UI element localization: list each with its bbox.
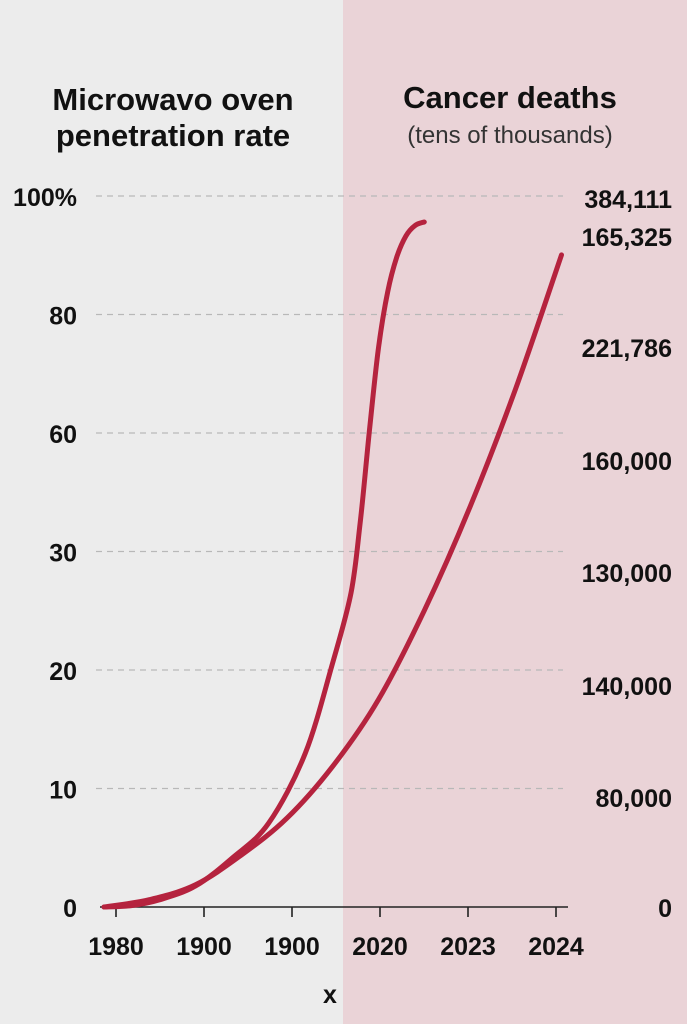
x-tick-label: 2024 — [528, 933, 584, 961]
right-y-tick-label: 0 — [658, 895, 672, 923]
right-y-tick-label: 384,111 — [584, 186, 672, 214]
left-y-tick-label: 10 — [49, 777, 77, 805]
right-panel-background — [343, 0, 687, 1024]
x-axis-ticks: 1980 1900 1900 2020 2023 2024 — [88, 907, 584, 961]
left-title-line-2: penetration rate — [56, 118, 290, 153]
right-y-tick-label: 80,000 — [596, 785, 672, 813]
left-y-axis-ticks: 100% 80 60 30 20 10 0 — [13, 184, 77, 923]
left-y-tick-label: 30 — [49, 540, 77, 568]
right-y-tick-label: 130,000 — [582, 560, 672, 588]
x-tick-label: 2020 — [352, 933, 408, 961]
x-tick-label: 1900 — [176, 933, 232, 961]
left-panel-background — [0, 0, 343, 1024]
series-lines — [101, 219, 564, 910]
right-y-tick-label: 140,000 — [582, 673, 672, 701]
x-tick-label: 1980 — [88, 933, 144, 961]
left-y-tick-label: 60 — [49, 421, 77, 449]
left-y-tick-label: 80 — [49, 303, 77, 331]
right-y-tick-label: 165,325 — [582, 224, 672, 252]
left-y-tick-label: 100% — [13, 184, 77, 212]
right-title: Cancer deaths — [403, 80, 617, 115]
right-subtitle: (tens of thousands) — [407, 122, 612, 149]
x-axis-label: x — [323, 981, 337, 1009]
left-title-line-1: Microwavo oven — [52, 82, 293, 117]
x-tick-label: 1900 — [264, 933, 320, 961]
x-tick-label: 2023 — [440, 933, 496, 961]
right-y-tick-label: 160,000 — [582, 448, 672, 476]
left-y-tick-label: 0 — [63, 895, 77, 923]
right-y-tick-label: 221,786 — [582, 335, 672, 363]
right-y-axis-ticks: 384,111 165,325 221,786 160,000 130,000 140,0… — [582, 186, 672, 923]
left-y-tick-label: 20 — [49, 658, 77, 686]
cancer-deaths-line — [101, 252, 564, 910]
